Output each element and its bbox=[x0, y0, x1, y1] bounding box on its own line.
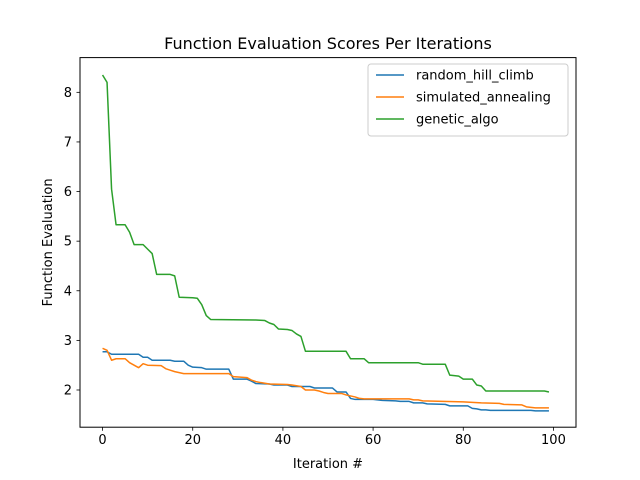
y-tick-label: 2 bbox=[64, 383, 72, 398]
x-tick-label: 40 bbox=[275, 433, 292, 448]
y-tick-label: 4 bbox=[64, 284, 72, 299]
x-tick-label: 100 bbox=[541, 433, 566, 448]
plot-frame bbox=[79, 57, 577, 428]
series-line-simulated-annealing bbox=[102, 347, 549, 409]
x-axis: 0 20 40 60 80 100 bbox=[98, 427, 566, 448]
series-line-random-hill-climb bbox=[102, 351, 549, 412]
x-axis-label: Iteration # bbox=[293, 457, 363, 472]
x-tick-label: 80 bbox=[455, 433, 472, 448]
legend-label: genetic_algo bbox=[416, 113, 499, 128]
legend-box bbox=[367, 63, 569, 137]
x-tick-label: 0 bbox=[98, 433, 106, 448]
y-tick-label: 6 bbox=[64, 185, 72, 200]
legend-label: random_hill_climb bbox=[416, 69, 534, 84]
series-layer bbox=[101, 74, 550, 412]
x-tick-label: 60 bbox=[365, 433, 382, 448]
y-axis: 2 3 4 5 6 7 8 bbox=[64, 86, 80, 398]
y-tick-label: 8 bbox=[64, 86, 72, 101]
y-axis-label: Function Evaluation bbox=[41, 178, 56, 306]
legend: random_hill_climb simulated_annealinggene… bbox=[367, 63, 569, 137]
x-tick-label: 20 bbox=[184, 433, 201, 448]
y-tick-label: 5 bbox=[64, 235, 72, 250]
y-tick-label: 3 bbox=[64, 334, 72, 349]
y-tick-label: 7 bbox=[64, 135, 72, 150]
legend-label: simulated_annealing bbox=[416, 91, 551, 106]
series-line-genetic-algo bbox=[101, 74, 550, 393]
chart-title: Function Evaluation Scores Per Iteration… bbox=[164, 34, 492, 53]
